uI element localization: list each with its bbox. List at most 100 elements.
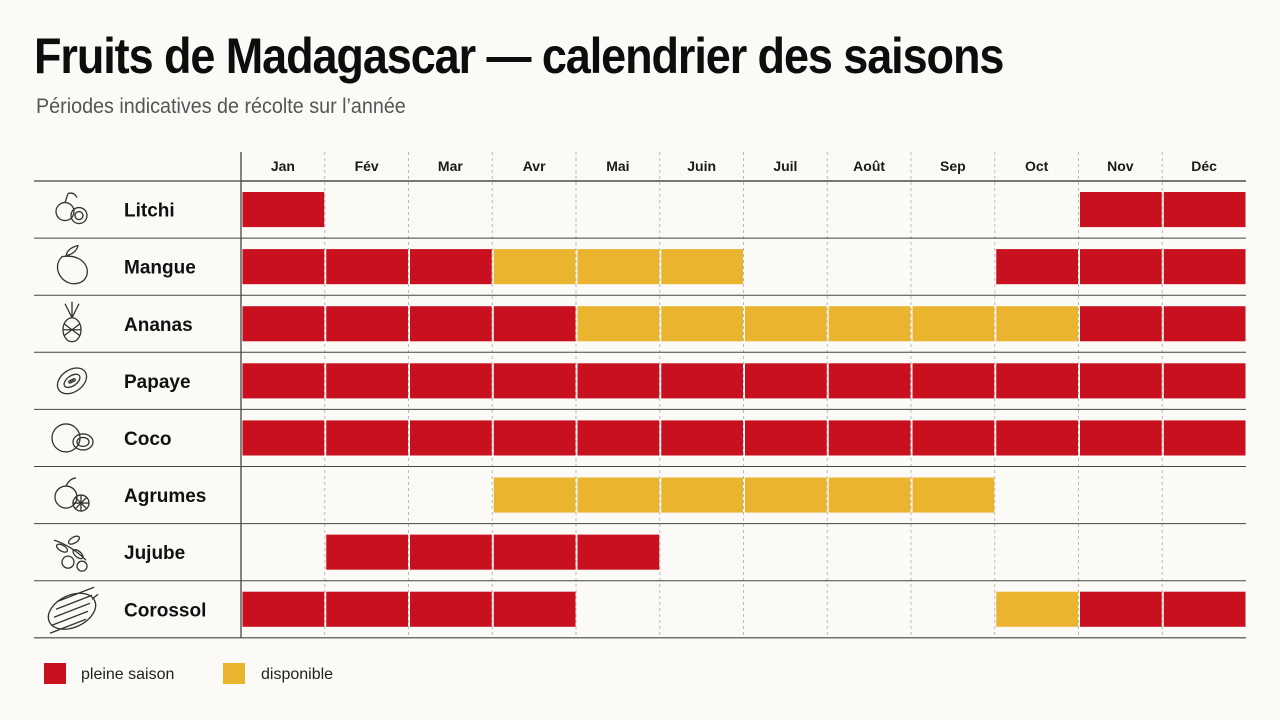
pineapple-icon [62, 301, 82, 343]
fruit-label: Mangue [124, 258, 196, 279]
season-cell [493, 477, 576, 513]
fruit-label: Litchi [124, 201, 175, 222]
month-label: Juil [773, 158, 797, 174]
cell-layer [242, 192, 1246, 627]
season-cell [661, 420, 743, 456]
season-cell [828, 306, 911, 342]
season-cell [410, 534, 492, 570]
legend-swatch [44, 663, 66, 684]
season-cell [661, 249, 743, 285]
season-cell [1080, 363, 1162, 399]
season-cell [410, 420, 492, 456]
season-cell [577, 534, 660, 570]
season-cell [661, 306, 743, 342]
litchi-icon [55, 192, 88, 225]
season-cell [745, 363, 827, 399]
season-cell [326, 534, 408, 570]
season-cell [745, 477, 827, 513]
season-cell [745, 306, 827, 342]
season-cell [326, 591, 408, 627]
season-cell [410, 306, 492, 342]
season-cell [410, 363, 492, 399]
season-cell [1080, 420, 1162, 456]
season-cell [326, 420, 408, 456]
season-cell [912, 477, 995, 513]
legend-label: pleine saison [81, 666, 174, 683]
legend-swatch [223, 663, 245, 684]
season-cell [242, 420, 325, 456]
fruit-label: Papaye [124, 372, 191, 393]
season-cell [828, 363, 911, 399]
legend-label: disponible [261, 666, 333, 683]
season-cell [242, 249, 325, 285]
month-label: Juin [687, 158, 716, 174]
page-subtitle: Périodes indicatives de récolte sur l’an… [36, 95, 406, 118]
icon-layer [47, 192, 99, 634]
season-cell [1163, 420, 1246, 456]
season-cell [996, 591, 1078, 627]
season-cell [493, 306, 576, 342]
month-label: Déc [1191, 158, 1217, 174]
soursop-icon [47, 586, 99, 634]
season-cell [577, 306, 660, 342]
month-label: Oct [1025, 158, 1049, 174]
grid-layer [34, 152, 1246, 639]
season-cell [577, 420, 660, 456]
papaya-icon [56, 367, 88, 395]
season-cell [1080, 306, 1162, 342]
season-cell [1080, 192, 1162, 228]
fruit-label: Corossol [124, 600, 206, 621]
season-cell [242, 306, 325, 342]
season-cell [828, 477, 911, 513]
season-cell [493, 420, 576, 456]
month-label: Fév [355, 158, 379, 174]
season-cell [661, 477, 743, 513]
season-cell [493, 363, 576, 399]
season-cell [493, 591, 576, 627]
fruit-label: Coco [124, 429, 172, 450]
season-cell [326, 363, 408, 399]
fruit-label: Agrumes [124, 486, 206, 507]
season-cell [1163, 306, 1246, 342]
coconut-icon [51, 423, 94, 453]
month-label: Août [853, 158, 885, 174]
season-cell [996, 420, 1078, 456]
season-cell [493, 249, 576, 285]
season-cell [326, 306, 408, 342]
month-label: Avr [523, 158, 546, 174]
season-cell [912, 306, 995, 342]
season-cell [493, 534, 576, 570]
legend: pleine saison disponible [44, 663, 333, 684]
season-cell [1163, 249, 1246, 285]
season-cell [1163, 192, 1246, 228]
month-label: Jan [271, 158, 295, 174]
month-label: Mar [438, 158, 463, 174]
season-cell [996, 249, 1078, 285]
season-cell [410, 591, 492, 627]
mango-icon [56, 244, 88, 285]
label-layer: Jan Fév Mar Avr Mai Juin Juil Août Sep Oct Nov Déc L… [124, 158, 1217, 621]
fruit-label: Ananas [124, 315, 193, 336]
season-cell [1163, 591, 1246, 627]
season-cell [912, 420, 995, 456]
month-label: Sep [940, 158, 966, 174]
season-cell [828, 420, 911, 456]
season-cell [242, 363, 325, 399]
season-cell [1080, 591, 1162, 627]
fruit-label: Jujube [124, 543, 185, 564]
season-cell [577, 477, 660, 513]
month-label: Mai [606, 158, 629, 174]
season-cell [242, 192, 325, 228]
citrus-icon [54, 477, 90, 512]
season-cell [1163, 363, 1246, 399]
month-label: Nov [1107, 158, 1134, 174]
season-cell [242, 591, 325, 627]
season-cell [912, 363, 995, 399]
season-cell [661, 363, 743, 399]
season-cell [1080, 249, 1162, 285]
season-cell [577, 249, 660, 285]
page-title: Fruits de Madagascar — calendrier des sa… [34, 28, 1004, 84]
jujube-icon [53, 535, 88, 572]
season-cell [996, 306, 1078, 342]
